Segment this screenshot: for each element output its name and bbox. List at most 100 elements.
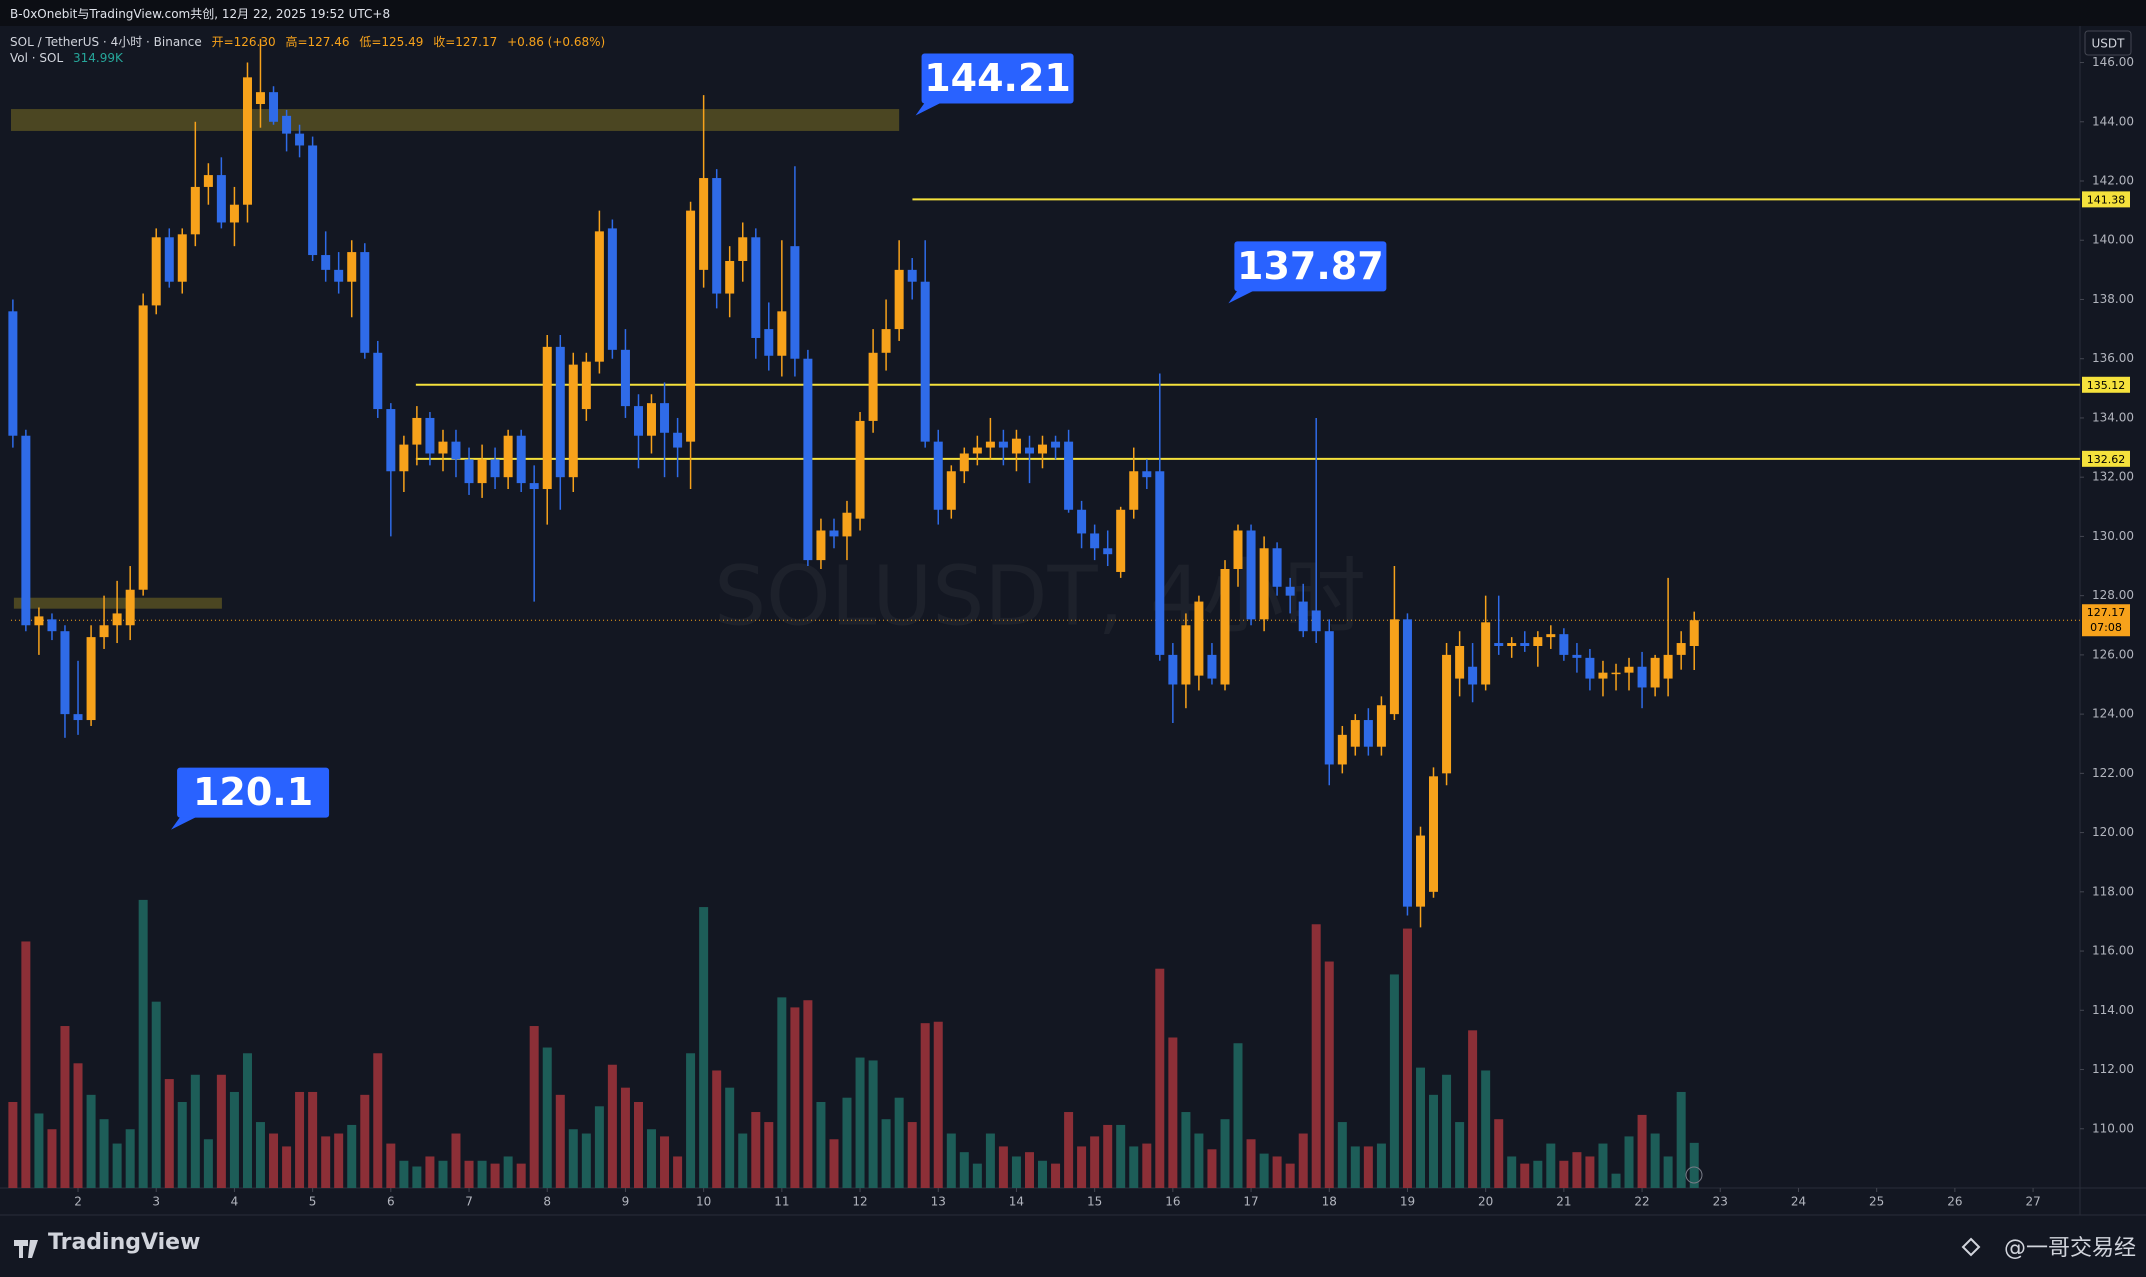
candle-body — [1155, 471, 1165, 655]
candle-body — [790, 246, 800, 359]
candle-body — [99, 625, 109, 638]
volume-bar — [555, 1094, 565, 1188]
volume-bar — [255, 1122, 265, 1188]
candle-body — [998, 441, 1008, 448]
volume-bar — [633, 1102, 643, 1188]
volume-bar — [1429, 1094, 1439, 1188]
candle-body — [1376, 705, 1386, 747]
volume-bar — [99, 1119, 109, 1188]
candle-body — [1285, 586, 1295, 596]
volume-bar — [712, 1070, 722, 1188]
volume-bar — [1598, 1143, 1608, 1188]
candle-body — [1181, 625, 1191, 685]
volume-bar — [503, 1156, 513, 1188]
candle-body — [1337, 734, 1347, 765]
countdown-label: 07:08 — [2090, 621, 2122, 634]
volume-bar — [308, 1091, 318, 1188]
x-tick-label: 8 — [543, 1195, 551, 1209]
candle-body — [1272, 548, 1282, 587]
volume-bar — [1168, 1037, 1178, 1188]
candle-body — [1233, 530, 1243, 569]
volume-legend: Vol · SOL 314.99K — [10, 51, 129, 65]
x-tick-label: 2 — [74, 1195, 82, 1209]
volume-bar — [347, 1124, 357, 1188]
candle-body — [1598, 672, 1608, 679]
level-label: 132.62 — [2087, 453, 2126, 466]
candle-body — [1011, 438, 1021, 454]
volume-bar — [568, 1129, 578, 1188]
y-tick-label: 138.00 — [2092, 292, 2134, 306]
candle-body — [255, 92, 265, 105]
candle-body — [1585, 657, 1595, 679]
candle-body — [1468, 666, 1478, 685]
volume-bar — [1090, 1136, 1100, 1188]
volume-bar — [360, 1094, 370, 1188]
x-tick-label: 10 — [696, 1195, 711, 1209]
candle-body — [503, 435, 513, 478]
candle-body — [1402, 619, 1412, 907]
candle-body — [712, 178, 722, 294]
volume-bar — [1220, 1119, 1230, 1188]
candle-body — [138, 305, 148, 590]
candle-body — [360, 252, 370, 353]
x-tick-label: 25 — [1869, 1195, 1884, 1209]
volume-bar — [686, 1053, 696, 1188]
candle-body — [347, 252, 357, 282]
x-tick-label: 22 — [1634, 1195, 1649, 1209]
volume-bar — [282, 1146, 292, 1188]
volume-bar — [1285, 1163, 1295, 1188]
volume-bar — [190, 1074, 200, 1188]
currency: USDT — [2092, 37, 2126, 51]
candle-body — [803, 358, 813, 561]
volume-bar — [438, 1160, 448, 1188]
volume-bar — [164, 1079, 174, 1188]
volume-bar — [47, 1129, 57, 1188]
candle-body — [269, 92, 279, 122]
y-tick-label: 122.00 — [2092, 766, 2134, 780]
y-tick-label: 112.00 — [2092, 1062, 2134, 1076]
y-tick-label: 146.00 — [2092, 55, 2134, 69]
volume-bar — [777, 997, 787, 1188]
volume-bar — [894, 1097, 904, 1188]
x-tick-label: 6 — [387, 1195, 395, 1209]
candle-body — [1103, 548, 1113, 555]
candle-body — [1142, 471, 1152, 478]
x-tick-label: 14 — [1009, 1195, 1024, 1209]
candle-body — [920, 281, 930, 442]
y-tick-label: 116.00 — [2092, 944, 2134, 958]
candle-body — [777, 311, 787, 356]
x-tick-label: 20 — [1478, 1195, 1493, 1209]
x-tick-label: 9 — [622, 1195, 630, 1209]
level-label-box — [2082, 450, 2130, 467]
volume-bar — [673, 1156, 683, 1188]
candle-body — [1037, 444, 1047, 454]
candle-body — [959, 453, 969, 472]
candle-body — [1298, 601, 1308, 632]
y-tick-label: 110.00 — [2092, 1121, 2134, 1135]
x-tick-label: 7 — [465, 1195, 473, 1209]
volume-title: Vol · SOL — [10, 51, 64, 65]
candle-body — [1494, 643, 1504, 647]
callout-tail — [171, 815, 200, 830]
volume-bar — [738, 1133, 748, 1188]
volume-bar — [646, 1129, 656, 1188]
y-tick-label: 130.00 — [2092, 529, 2134, 543]
candle-body — [581, 361, 591, 410]
candle-body — [1064, 441, 1074, 510]
volume-bar — [516, 1163, 526, 1188]
volume-bar — [229, 1091, 239, 1188]
candle-body — [868, 352, 878, 421]
volume-bar — [959, 1152, 969, 1188]
candle-body — [555, 346, 565, 478]
x-tick-label: 15 — [1087, 1195, 1102, 1209]
volume-bar — [1272, 1156, 1282, 1188]
candle-body — [1416, 835, 1426, 907]
candle-body — [334, 269, 344, 282]
y-tick-label: 142.00 — [2092, 174, 2134, 188]
volume-bar — [581, 1133, 591, 1188]
ohlc-change: +0.86 (+0.68%) — [507, 35, 606, 49]
volume-bar — [1585, 1156, 1595, 1188]
volume-bar — [1676, 1091, 1686, 1188]
candle-body — [295, 133, 305, 146]
candle-body — [1442, 654, 1452, 774]
